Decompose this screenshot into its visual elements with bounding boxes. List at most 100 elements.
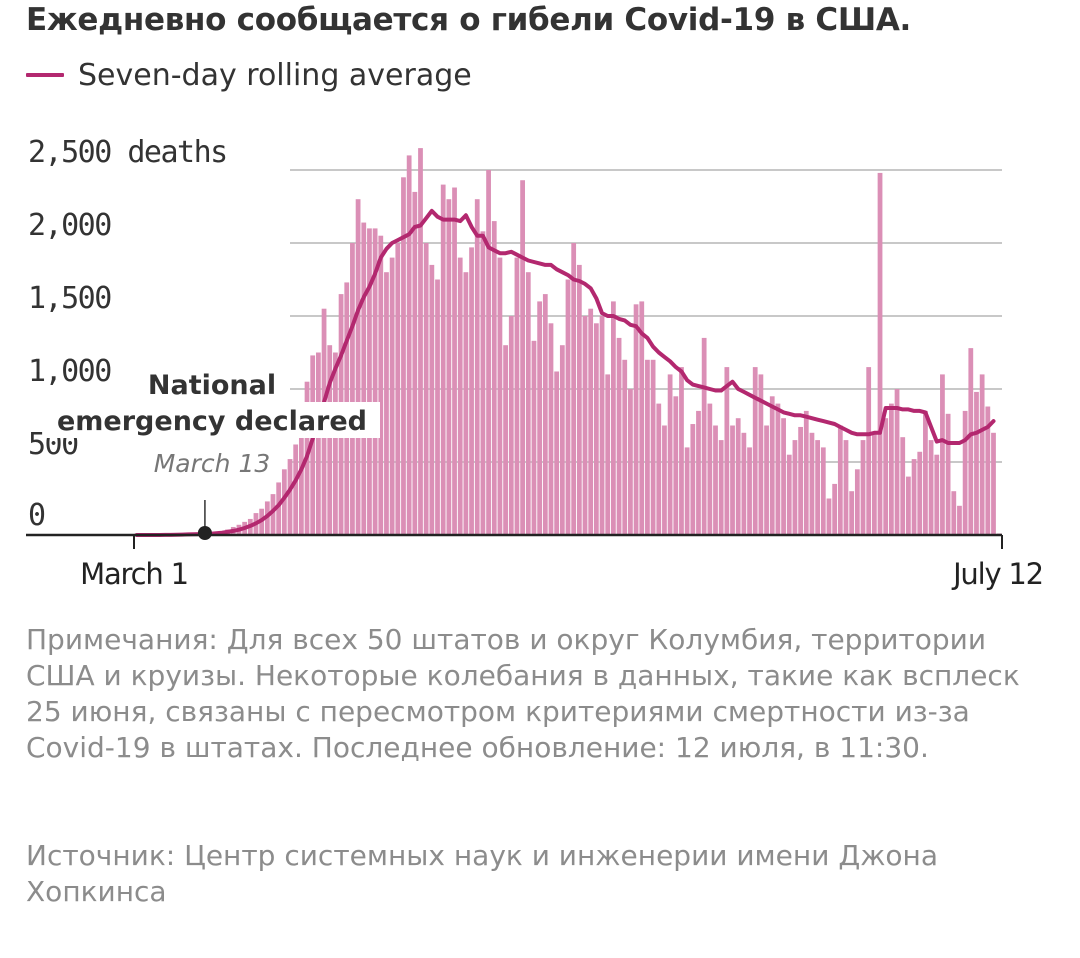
legend-swatch-line (26, 73, 64, 77)
rolling-average-line (134, 208, 996, 537)
annotation-group: National emergency declared March 13 (44, 366, 380, 540)
bar (355, 199, 361, 535)
bar (287, 459, 293, 535)
bar (837, 425, 843, 535)
line-series (134, 208, 996, 537)
bar (474, 199, 480, 535)
bar (951, 491, 957, 535)
bar (429, 264, 435, 535)
bar (486, 170, 491, 535)
bar (276, 482, 282, 535)
bar (350, 243, 355, 535)
bar (497, 257, 503, 535)
bar (917, 451, 923, 535)
bar (883, 418, 889, 535)
y-tick-label: 2,500 deaths (28, 135, 227, 170)
bar (531, 340, 537, 535)
y-tick-label: 2,000 (28, 208, 111, 243)
bar (968, 348, 974, 535)
bar (656, 403, 662, 535)
bar (576, 264, 582, 535)
bar (412, 191, 418, 535)
bar (974, 391, 979, 535)
bar (406, 155, 412, 535)
bar (894, 389, 900, 535)
bar (815, 440, 821, 535)
bar (378, 235, 384, 535)
bar (435, 279, 440, 535)
bar (752, 367, 758, 535)
annotation-label-line-1: National (148, 370, 276, 401)
y-tick-label: 1,500 (28, 281, 111, 316)
bar (520, 180, 525, 535)
bar (707, 403, 713, 535)
bar (775, 403, 781, 535)
bar (803, 410, 809, 535)
bar (906, 476, 911, 535)
bar (389, 257, 395, 535)
bar (911, 459, 917, 535)
legend: Seven-day rolling average (26, 55, 472, 95)
bar (480, 231, 486, 535)
bar (503, 345, 508, 535)
bar (957, 505, 962, 535)
bar (548, 323, 554, 535)
bar (588, 308, 594, 535)
bar (514, 257, 520, 535)
x-tick-label-end: July 12 (951, 557, 1043, 591)
annotation-sublabel: March 13 (154, 449, 271, 478)
bar (849, 491, 855, 535)
bar (940, 374, 945, 535)
bar (934, 454, 940, 535)
bar (361, 222, 367, 535)
x-tick-label-start: March 1 (80, 557, 188, 591)
bar (962, 410, 968, 535)
bar (826, 498, 832, 535)
bar (820, 447, 826, 535)
bar (582, 316, 588, 535)
bar (593, 323, 599, 535)
y-tick-label: 0 (28, 498, 45, 533)
bar (928, 440, 934, 535)
bar (650, 359, 656, 535)
bar (599, 316, 605, 535)
bar (469, 247, 474, 535)
bar (616, 337, 622, 535)
bar (367, 228, 372, 535)
bar (798, 426, 803, 535)
bar (662, 425, 667, 535)
bar (463, 272, 469, 535)
bar (667, 374, 673, 535)
bar (298, 415, 304, 535)
bar (372, 228, 378, 535)
bar (832, 483, 838, 535)
bar (281, 469, 287, 535)
bar (446, 199, 452, 535)
bar (395, 243, 401, 535)
bar (622, 359, 628, 535)
annotation-marker (197, 526, 212, 540)
bar (679, 367, 684, 535)
bar (310, 355, 316, 535)
annotation-label-line-2: emergency declared (57, 406, 367, 437)
bar (645, 359, 650, 535)
bar (684, 447, 690, 535)
bar (877, 172, 883, 536)
bar (724, 367, 730, 535)
bar (792, 440, 798, 535)
annotation-label-bg (44, 402, 380, 438)
chart-notes: Примечания: Для всех 50 штатов и округ К… (26, 623, 1020, 764)
bar (923, 410, 928, 535)
bar (871, 432, 877, 535)
bar (491, 221, 497, 535)
chart-source: Источник: Центр системных наук и инженер… (26, 839, 939, 908)
bar (565, 279, 571, 535)
y-tick-label: 1,000 (28, 354, 111, 389)
chart-title: Ежедневно сообщается о гибели Covid-19 в… (26, 2, 912, 38)
annotation-label-bg (140, 366, 285, 400)
bar (559, 345, 565, 535)
bar (293, 444, 299, 535)
bar (701, 337, 707, 535)
bar (333, 352, 338, 535)
